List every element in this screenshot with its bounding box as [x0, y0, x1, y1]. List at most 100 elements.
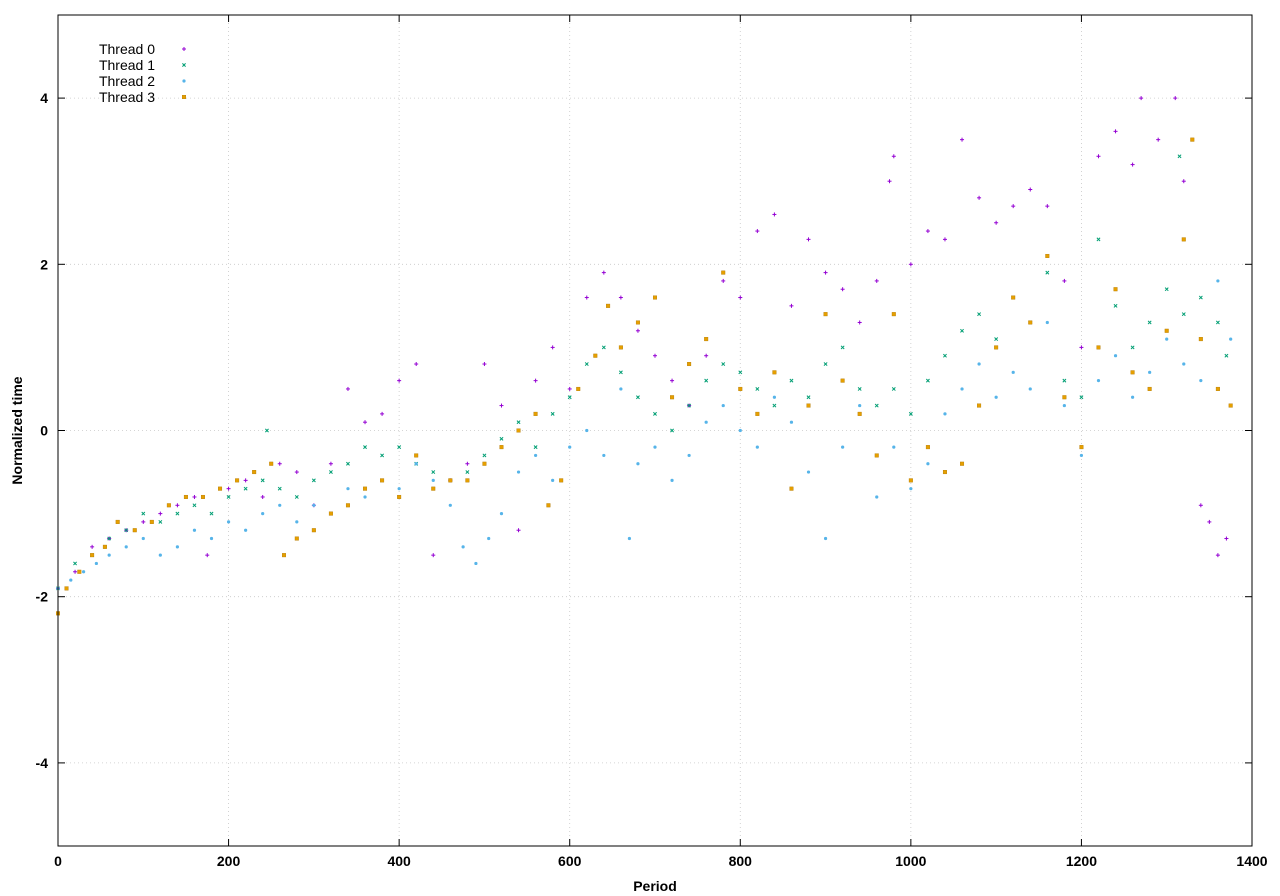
data-point: [1139, 96, 1144, 101]
y-tick-label: -2: [36, 589, 49, 605]
data-point: [431, 478, 435, 482]
data-point: [175, 511, 180, 516]
data-point: [1229, 337, 1233, 341]
data-point: [260, 494, 265, 499]
data-point: [942, 237, 947, 242]
data-point: [380, 453, 385, 458]
data-point: [77, 569, 82, 574]
legend-marker: [182, 47, 186, 51]
x-tick-label: 400: [387, 853, 411, 869]
data-point: [670, 428, 675, 433]
data-point: [960, 328, 964, 333]
data-point: [618, 345, 623, 350]
data-point: [960, 461, 965, 466]
data-point: [653, 295, 658, 300]
data-point: [1181, 312, 1186, 317]
data-point: [636, 462, 640, 466]
data-point: [363, 445, 367, 450]
data-point: [772, 212, 777, 217]
data-point: [1096, 154, 1101, 159]
data-point: [601, 345, 606, 350]
data-point: [465, 461, 470, 466]
data-point: [687, 403, 692, 408]
axis-ticks: 0 200 400 600 800 1000 1200 1400 -4 -2 0 2 4: [36, 15, 1268, 869]
data-point: [158, 511, 163, 516]
data-point: [559, 478, 564, 483]
data-point: [857, 320, 862, 325]
data-point: [1011, 295, 1016, 300]
data-point: [960, 387, 964, 391]
data-point: [994, 345, 999, 350]
data-point: [243, 486, 248, 491]
data-point: [772, 370, 777, 375]
data-point: [1190, 137, 1195, 142]
data-point: [925, 229, 930, 234]
data-point: [994, 337, 999, 342]
data-point: [772, 403, 777, 408]
data-point: [516, 528, 521, 533]
data-point: [874, 278, 879, 283]
data-point: [1198, 503, 1203, 508]
data-point: [755, 229, 760, 234]
data-point: [175, 545, 179, 549]
data-point: [64, 586, 69, 591]
data-point: [789, 486, 794, 491]
data-point: [261, 511, 265, 516]
legend-entry-label: Thread 2: [99, 73, 155, 89]
data-point: [925, 378, 930, 383]
legend-entry-label: Thread 3: [99, 89, 155, 105]
data-point: [891, 386, 896, 391]
data-point: [516, 470, 521, 474]
data-point: [414, 462, 418, 466]
data-point: [516, 428, 521, 433]
data-point: [593, 353, 598, 358]
y-tick-label: -4: [36, 755, 49, 771]
data-point: [1028, 320, 1033, 325]
data-point: [806, 395, 811, 400]
data-point: [1045, 253, 1050, 258]
data-point: [687, 362, 692, 367]
data-point: [704, 337, 709, 342]
data-point: [1045, 270, 1050, 275]
y-axis-title: Normalized time: [9, 376, 25, 484]
data-point: [942, 470, 947, 475]
data-point: [704, 353, 709, 358]
data-point: [823, 536, 828, 541]
legend-entry-label: Thread 0: [99, 41, 155, 57]
x-tick-label: 800: [729, 853, 753, 869]
data-point: [166, 503, 171, 508]
data-point: [670, 478, 674, 482]
data-point: [721, 403, 725, 408]
data-point: [448, 503, 452, 507]
data-point: [823, 362, 828, 366]
data-point: [158, 519, 163, 524]
data-point: [1062, 395, 1067, 400]
data-point: [1113, 129, 1118, 134]
data-point: [943, 412, 947, 416]
data-point: [312, 503, 316, 507]
data-point: [926, 462, 930, 466]
data-point: [721, 362, 726, 366]
data-point: [1130, 345, 1135, 350]
data-point: [1164, 328, 1169, 333]
data-point: [380, 411, 385, 416]
data-point: [209, 536, 214, 541]
data-point: [1130, 370, 1135, 375]
data-point: [1216, 279, 1220, 283]
data-point: [1215, 386, 1220, 391]
data-point: [806, 403, 811, 408]
data-point: [635, 395, 640, 400]
data-point: [107, 553, 111, 557]
data-point: [1062, 403, 1066, 408]
data-point: [158, 553, 162, 557]
data-point: [857, 386, 862, 391]
series-thread-2: [56, 279, 1233, 590]
data-point: [380, 478, 385, 483]
data-point: [209, 511, 214, 516]
data-point: [1207, 519, 1212, 524]
data-point: [1224, 536, 1229, 541]
data-point: [499, 403, 504, 408]
data-point: [1011, 204, 1016, 209]
data-point: [363, 495, 367, 499]
data-point: [772, 395, 777, 399]
